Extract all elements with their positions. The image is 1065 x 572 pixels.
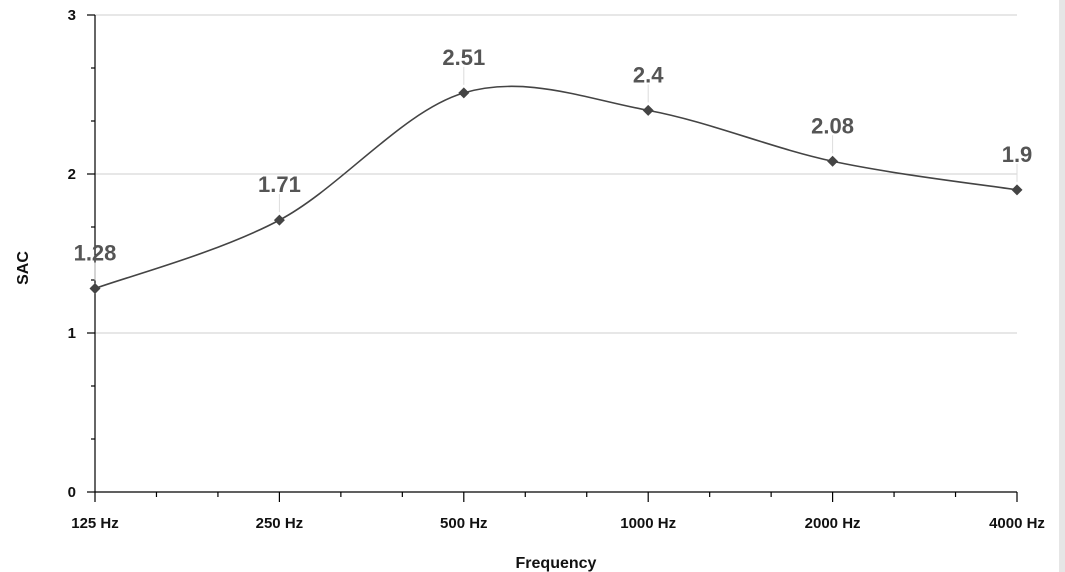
x-tick-label: 125 Hz [71,515,119,532]
y-axis-title: SAC [15,251,32,285]
data-label: 2.08 [811,113,854,138]
data-label: 1.71 [258,172,301,197]
label-layer: 1.28 1.71 2.51 2.4 2.08 1.9 [74,45,1033,281]
x-tick-label: 500 Hz [440,515,488,532]
data-point-marker [458,87,470,99]
y-tick-label: 3 [68,7,76,24]
x-axis-title: Frequency [516,555,597,572]
y-tick-label: 1 [68,325,76,342]
x-tick-label: 1000 Hz [620,515,676,532]
series-layer [89,85,1023,294]
vertical-scrollbar[interactable] [1059,0,1065,572]
data-label: 2.51 [442,45,485,70]
series-line [94,85,1018,290]
x-tick-label: 2000 Hz [805,515,861,532]
data-point-marker [273,214,285,226]
data-point-marker [642,104,654,116]
data-label: 1.9 [1002,142,1033,167]
data-point-marker [1011,184,1023,196]
y-tick-label: 0 [68,484,76,501]
data-point-marker [827,155,839,167]
y-tick-label: 2 [68,166,76,183]
x-tick-label: 4000 Hz [989,515,1045,532]
data-point-marker [89,282,101,294]
data-label: 1.28 [74,240,117,265]
x-tick-label: 250 Hz [256,515,304,532]
axis-layer: 0 1 2 3 125 Hz 250 Hz 500 Hz 1000 Hz 2000 Hz 4000… [68,7,1045,532]
data-label: 2.4 [633,62,664,87]
grid-layer [95,14,1017,334]
